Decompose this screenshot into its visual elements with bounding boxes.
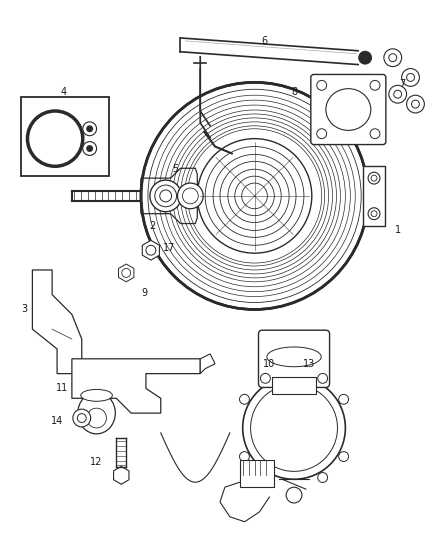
- Circle shape: [384, 49, 402, 67]
- Circle shape: [368, 208, 380, 220]
- Circle shape: [240, 394, 249, 404]
- Circle shape: [368, 172, 380, 184]
- Text: 11: 11: [56, 383, 68, 393]
- Text: 4: 4: [61, 87, 67, 97]
- Circle shape: [339, 451, 349, 462]
- Circle shape: [240, 451, 249, 462]
- Text: 14: 14: [51, 416, 63, 426]
- Circle shape: [155, 185, 177, 207]
- Circle shape: [83, 142, 96, 156]
- Text: 3: 3: [21, 304, 28, 314]
- Circle shape: [261, 473, 270, 482]
- Circle shape: [286, 487, 302, 503]
- Text: 17: 17: [162, 243, 175, 253]
- Circle shape: [317, 129, 327, 139]
- Bar: [363, 166, 385, 225]
- Bar: [272, 377, 316, 394]
- Circle shape: [73, 409, 91, 427]
- Text: 2: 2: [150, 221, 156, 231]
- Circle shape: [318, 473, 328, 482]
- Circle shape: [402, 69, 420, 86]
- Text: 13: 13: [303, 359, 315, 369]
- Circle shape: [243, 377, 346, 479]
- Circle shape: [183, 188, 198, 204]
- Ellipse shape: [81, 390, 113, 401]
- Circle shape: [177, 183, 203, 209]
- Text: 1: 1: [395, 225, 401, 236]
- Circle shape: [86, 145, 93, 152]
- Text: 12: 12: [90, 457, 103, 467]
- Text: 10: 10: [263, 359, 276, 369]
- Circle shape: [160, 190, 172, 202]
- Circle shape: [86, 125, 93, 132]
- Text: 6: 6: [261, 36, 268, 46]
- Circle shape: [150, 180, 181, 212]
- Circle shape: [370, 80, 380, 90]
- Circle shape: [339, 394, 349, 404]
- Text: 7: 7: [399, 79, 406, 90]
- Circle shape: [261, 374, 270, 383]
- Polygon shape: [32, 270, 82, 374]
- Text: 9: 9: [141, 288, 147, 297]
- Circle shape: [78, 414, 86, 423]
- Bar: [240, 459, 274, 487]
- Bar: [21, 97, 110, 176]
- Circle shape: [197, 139, 312, 253]
- FancyBboxPatch shape: [258, 330, 329, 387]
- Circle shape: [389, 85, 406, 103]
- Text: 8: 8: [291, 87, 297, 97]
- Polygon shape: [200, 354, 215, 374]
- Circle shape: [317, 80, 327, 90]
- Circle shape: [406, 95, 424, 113]
- Text: 5: 5: [173, 164, 179, 174]
- FancyBboxPatch shape: [311, 75, 386, 144]
- Circle shape: [318, 374, 328, 383]
- Ellipse shape: [78, 392, 115, 434]
- Circle shape: [358, 51, 372, 64]
- Circle shape: [370, 129, 380, 139]
- Circle shape: [83, 122, 96, 136]
- Polygon shape: [72, 359, 200, 413]
